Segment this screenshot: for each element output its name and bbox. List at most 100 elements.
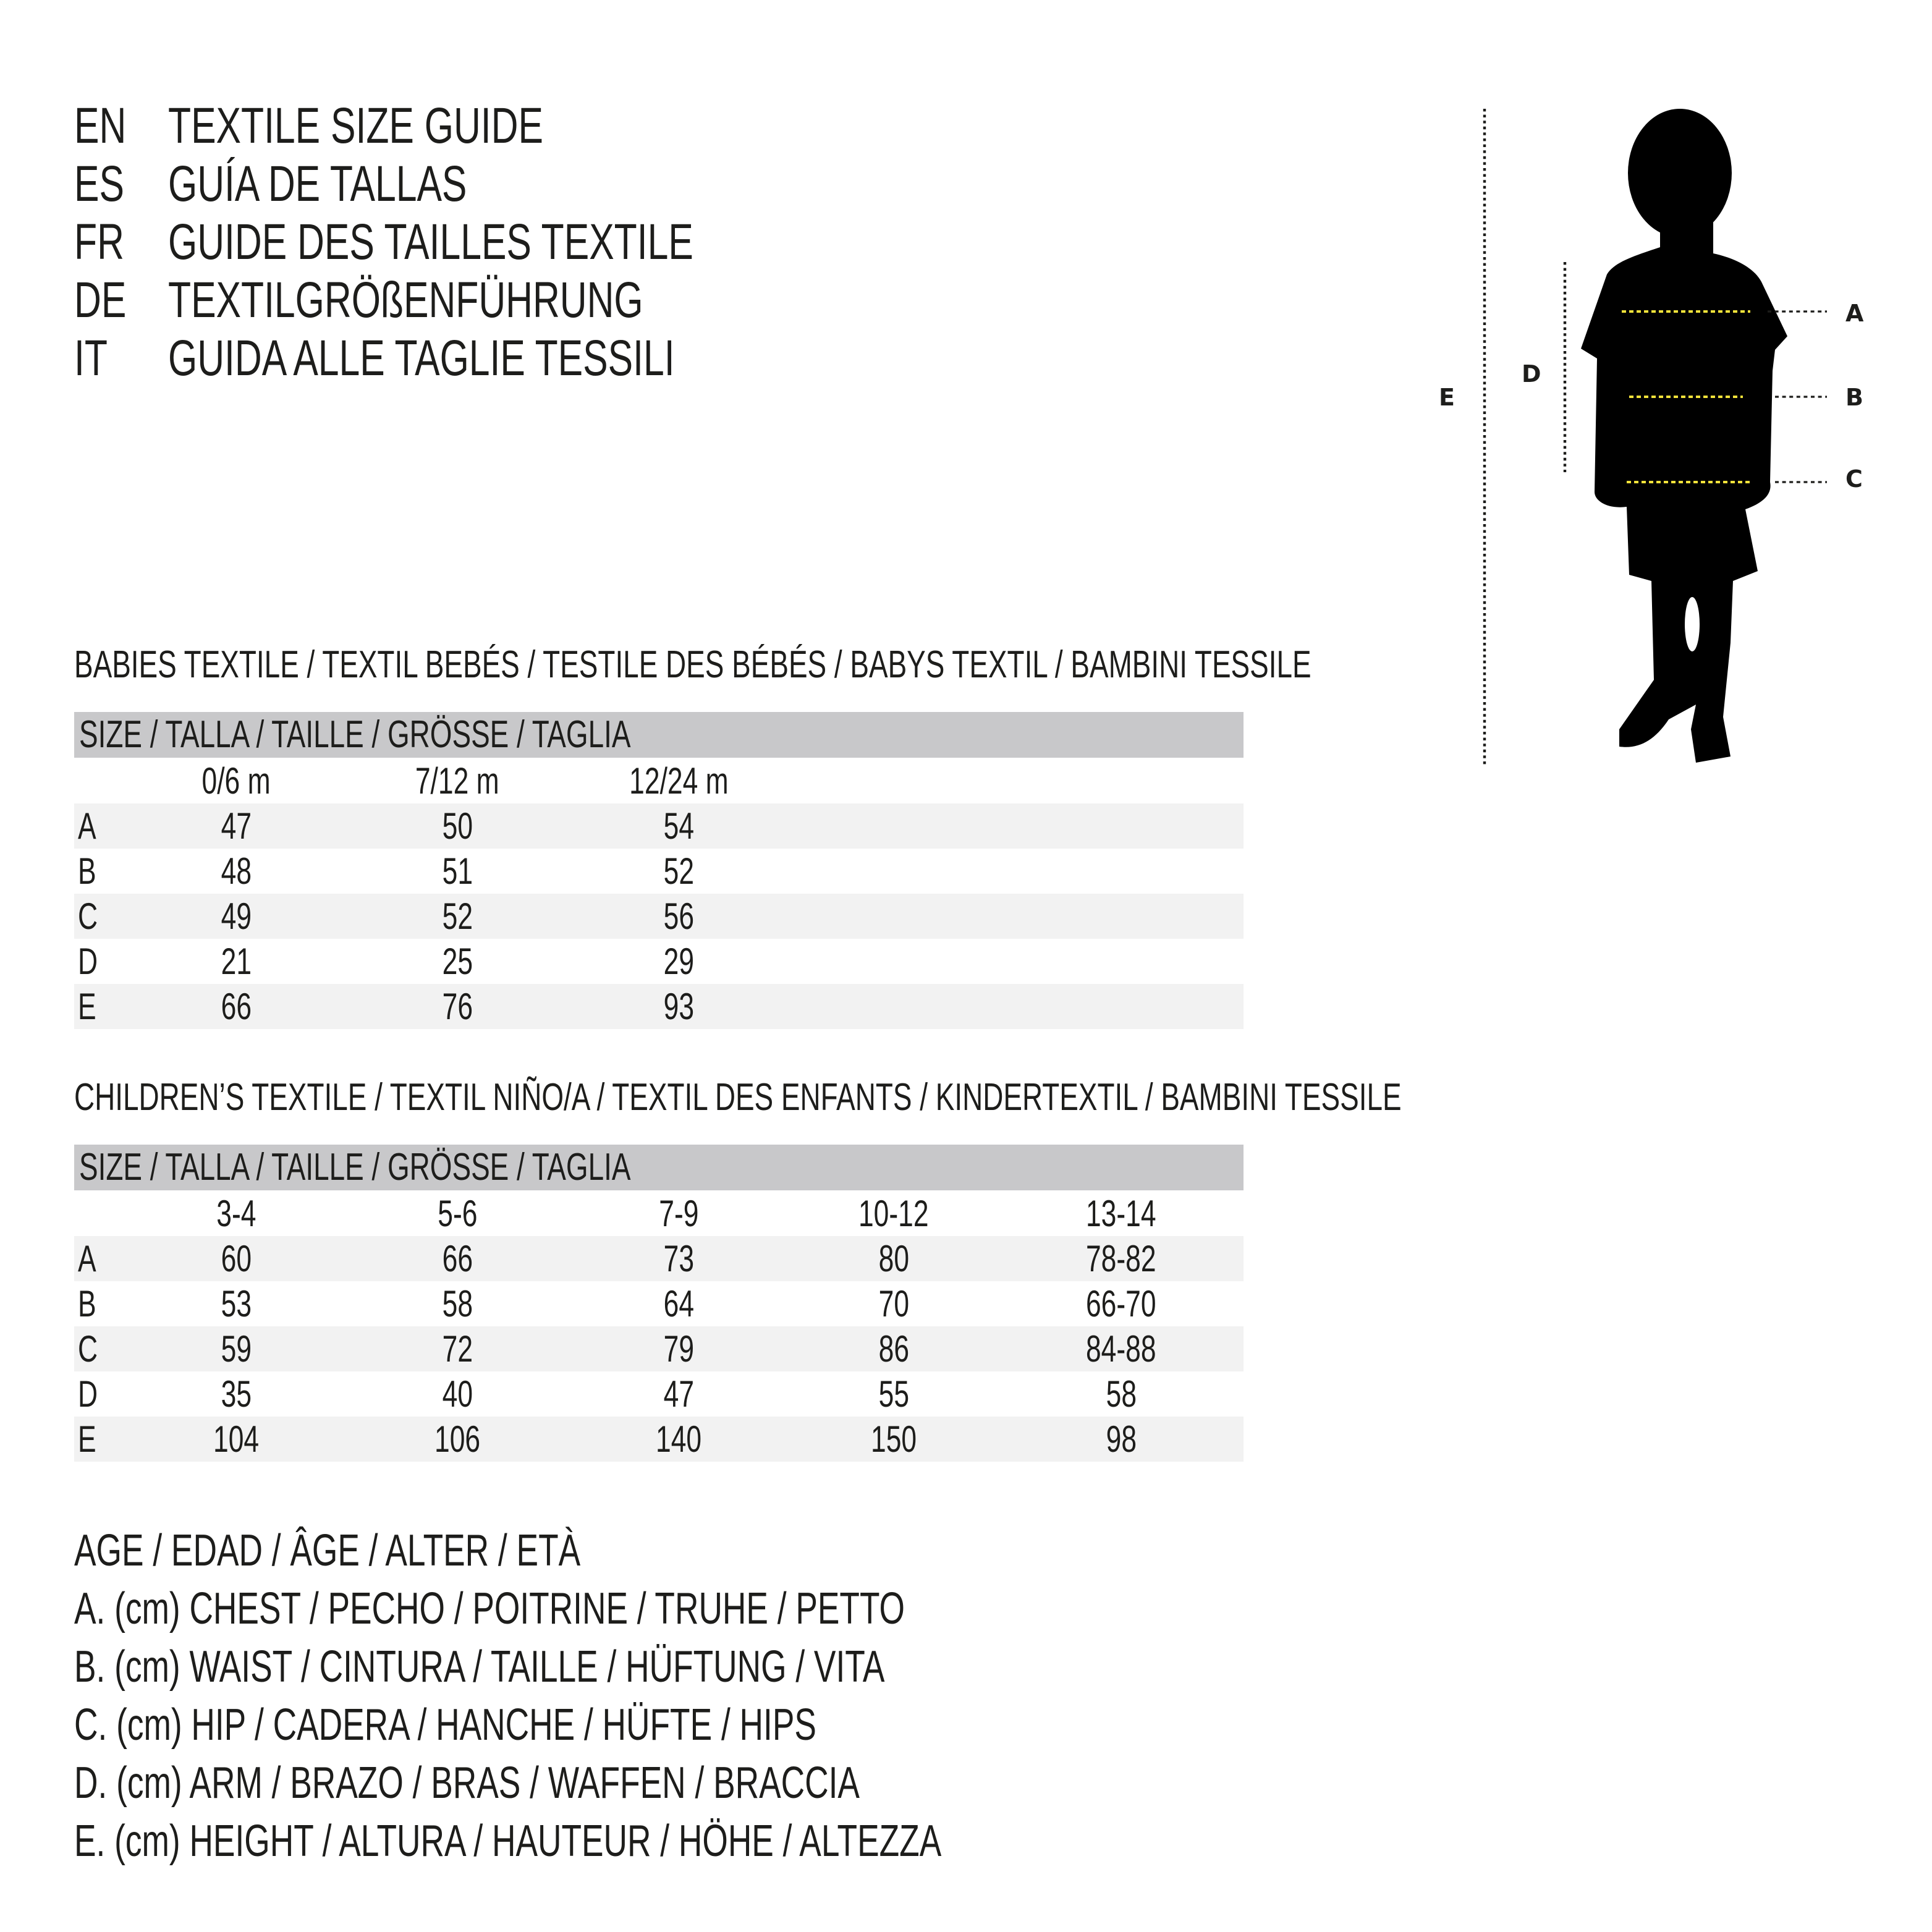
table-cell: 70	[801, 1281, 986, 1326]
cell-text: 79	[663, 1328, 694, 1370]
size-header-bar: SIZE / TALLA / TAILLE / GRÖSSE / TAGLIA	[74, 712, 1244, 758]
cell-text: 49	[221, 896, 252, 937]
table-row: C 59 72 79 86 84-88	[74, 1326, 1244, 1371]
title-text: GUÍA DE TALLAS	[168, 156, 467, 212]
label-a: A	[1845, 300, 1864, 327]
children-heading-text: CHILDREN’S TEXTILE / TEXTIL NIÑO/A / TEX…	[74, 1076, 1402, 1119]
table-row: B 48 51 52	[74, 849, 1244, 894]
cell-text: 51	[442, 850, 473, 892]
table-cell: 54	[586, 803, 771, 849]
row-label: E	[78, 1417, 133, 1462]
cell-text: 72	[442, 1328, 473, 1370]
row-label: D	[78, 939, 133, 984]
table-cell: 104	[143, 1417, 329, 1462]
legend-text: C. (cm) HIP / CADERA / HANCHE / HÜFTE / …	[74, 1700, 816, 1750]
row-label-text: E	[78, 986, 96, 1027]
row-label: E	[78, 984, 133, 1029]
table-row: D 21 25 29	[74, 939, 1244, 984]
language-code: DE	[74, 272, 127, 328]
cell-text: 0/6 m	[201, 760, 271, 802]
legend-item-chest: A. (cm) CHEST / PECHO / POITRINE / TRUHE…	[74, 1580, 1246, 1638]
label-e: E	[1439, 384, 1455, 411]
cell-text: 98	[1106, 1418, 1137, 1460]
cell-text: 21	[221, 941, 252, 982]
cell-text: 150	[870, 1418, 917, 1460]
cell-text: 64	[663, 1283, 694, 1324]
label-b: B	[1845, 384, 1863, 411]
table-cell: 3-4	[143, 1192, 329, 1236]
table-cell: 52	[586, 849, 771, 894]
cell-text: 50	[442, 805, 473, 847]
table-cell: 51	[365, 849, 550, 894]
cell-text: 58	[442, 1283, 473, 1324]
cell-text: 52	[663, 850, 694, 892]
row-label-text: D	[78, 1373, 98, 1415]
legend-item-arm: D. (cm) ARM / BRAZO / BRAS / WAFFEN / BR…	[74, 1754, 1246, 1812]
row-label-text: A	[78, 1238, 96, 1279]
cell-text: 140	[655, 1418, 702, 1460]
cell-text: 47	[663, 1373, 694, 1415]
table-cell: 47	[586, 1371, 771, 1417]
cell-text: 66	[442, 1238, 473, 1279]
table-cell: 80	[801, 1236, 986, 1281]
table-cell: 0/6 m	[143, 759, 329, 803]
table-cell: 50	[365, 803, 550, 849]
table-row: D 35 40 47 55 58	[74, 1371, 1244, 1417]
cell-text: 58	[1106, 1373, 1137, 1415]
row-label: D	[78, 1371, 133, 1417]
legend-item-height: E. (cm) HEIGHT / ALTURA / HAUTEUR / HÖHE…	[74, 1812, 1246, 1870]
label-c: C	[1845, 465, 1863, 493]
table-cell: 78-82	[1028, 1236, 1214, 1281]
table-cell: 72	[365, 1326, 550, 1371]
table-cell: 5-6	[365, 1192, 550, 1236]
row-label-text: B	[78, 850, 96, 892]
babies-heading: BABIES TEXTILE / TEXTIL BEBÉS / TESTILE …	[74, 643, 1746, 687]
cell-text: 55	[878, 1373, 909, 1415]
table-cell: 56	[586, 894, 771, 939]
table-cell: 49	[143, 894, 329, 939]
cell-text: 66-70	[1086, 1283, 1156, 1324]
row-label: B	[78, 849, 133, 894]
table-cell: 58	[1028, 1371, 1214, 1417]
cell-text: 53	[221, 1283, 252, 1324]
cell-text: 84-88	[1086, 1328, 1156, 1370]
row-label-text: C	[78, 1328, 98, 1370]
cell-text: 12/24 m	[629, 760, 729, 802]
table-cell: 58	[365, 1281, 550, 1326]
cell-text: 106	[434, 1418, 481, 1460]
cell-text: 80	[878, 1238, 909, 1279]
table-cell: 12/24 m	[586, 759, 771, 803]
table-row: C 49 52 56	[74, 894, 1244, 939]
cell-text: 10-12	[858, 1193, 929, 1234]
cell-text: 104	[213, 1418, 260, 1460]
table-cell: 60	[143, 1236, 329, 1281]
cell-text: 29	[663, 941, 694, 982]
size-header-bar: SIZE / TALLA / TAILLE / GRÖSSE / TAGLIA	[74, 1145, 1244, 1190]
table-cell: 48	[143, 849, 329, 894]
row-label-text: B	[78, 1283, 96, 1324]
cell-text: 76	[442, 986, 473, 1027]
row-label: A	[78, 803, 133, 849]
cell-text: 3-4	[216, 1193, 256, 1234]
table-cell: 40	[365, 1371, 550, 1417]
table-cell: 84-88	[1028, 1326, 1214, 1371]
table-row: B 53 58 64 70 66-70	[74, 1281, 1244, 1326]
legend-item-waist: B. (cm) WAIST / CINTURA / TAILLE / HÜFTU…	[74, 1638, 1246, 1696]
table-cell: 86	[801, 1326, 986, 1371]
measurement-legend: AGE / EDAD / ÂGE / ALTER / ETÀ A. (cm) C…	[74, 1522, 1246, 1870]
table-cell: 73	[586, 1236, 771, 1281]
babies-heading-text: BABIES TEXTILE / TEXTIL BEBÉS / TESTILE …	[74, 643, 1311, 686]
title-text: TEXTILE SIZE GUIDE	[168, 98, 543, 154]
cell-text: 60	[221, 1238, 252, 1279]
label-d: D	[1522, 360, 1541, 388]
cell-text: 13-14	[1086, 1193, 1156, 1234]
table-cell: 106	[365, 1417, 550, 1462]
table-cell: 150	[801, 1417, 986, 1462]
row-label: B	[78, 1281, 133, 1326]
cell-text: 73	[663, 1238, 694, 1279]
table-cell: 10-12	[801, 1192, 986, 1236]
table-cell: 35	[143, 1371, 329, 1417]
cell-text: 70	[878, 1283, 909, 1324]
cell-text: 66	[221, 986, 252, 1027]
